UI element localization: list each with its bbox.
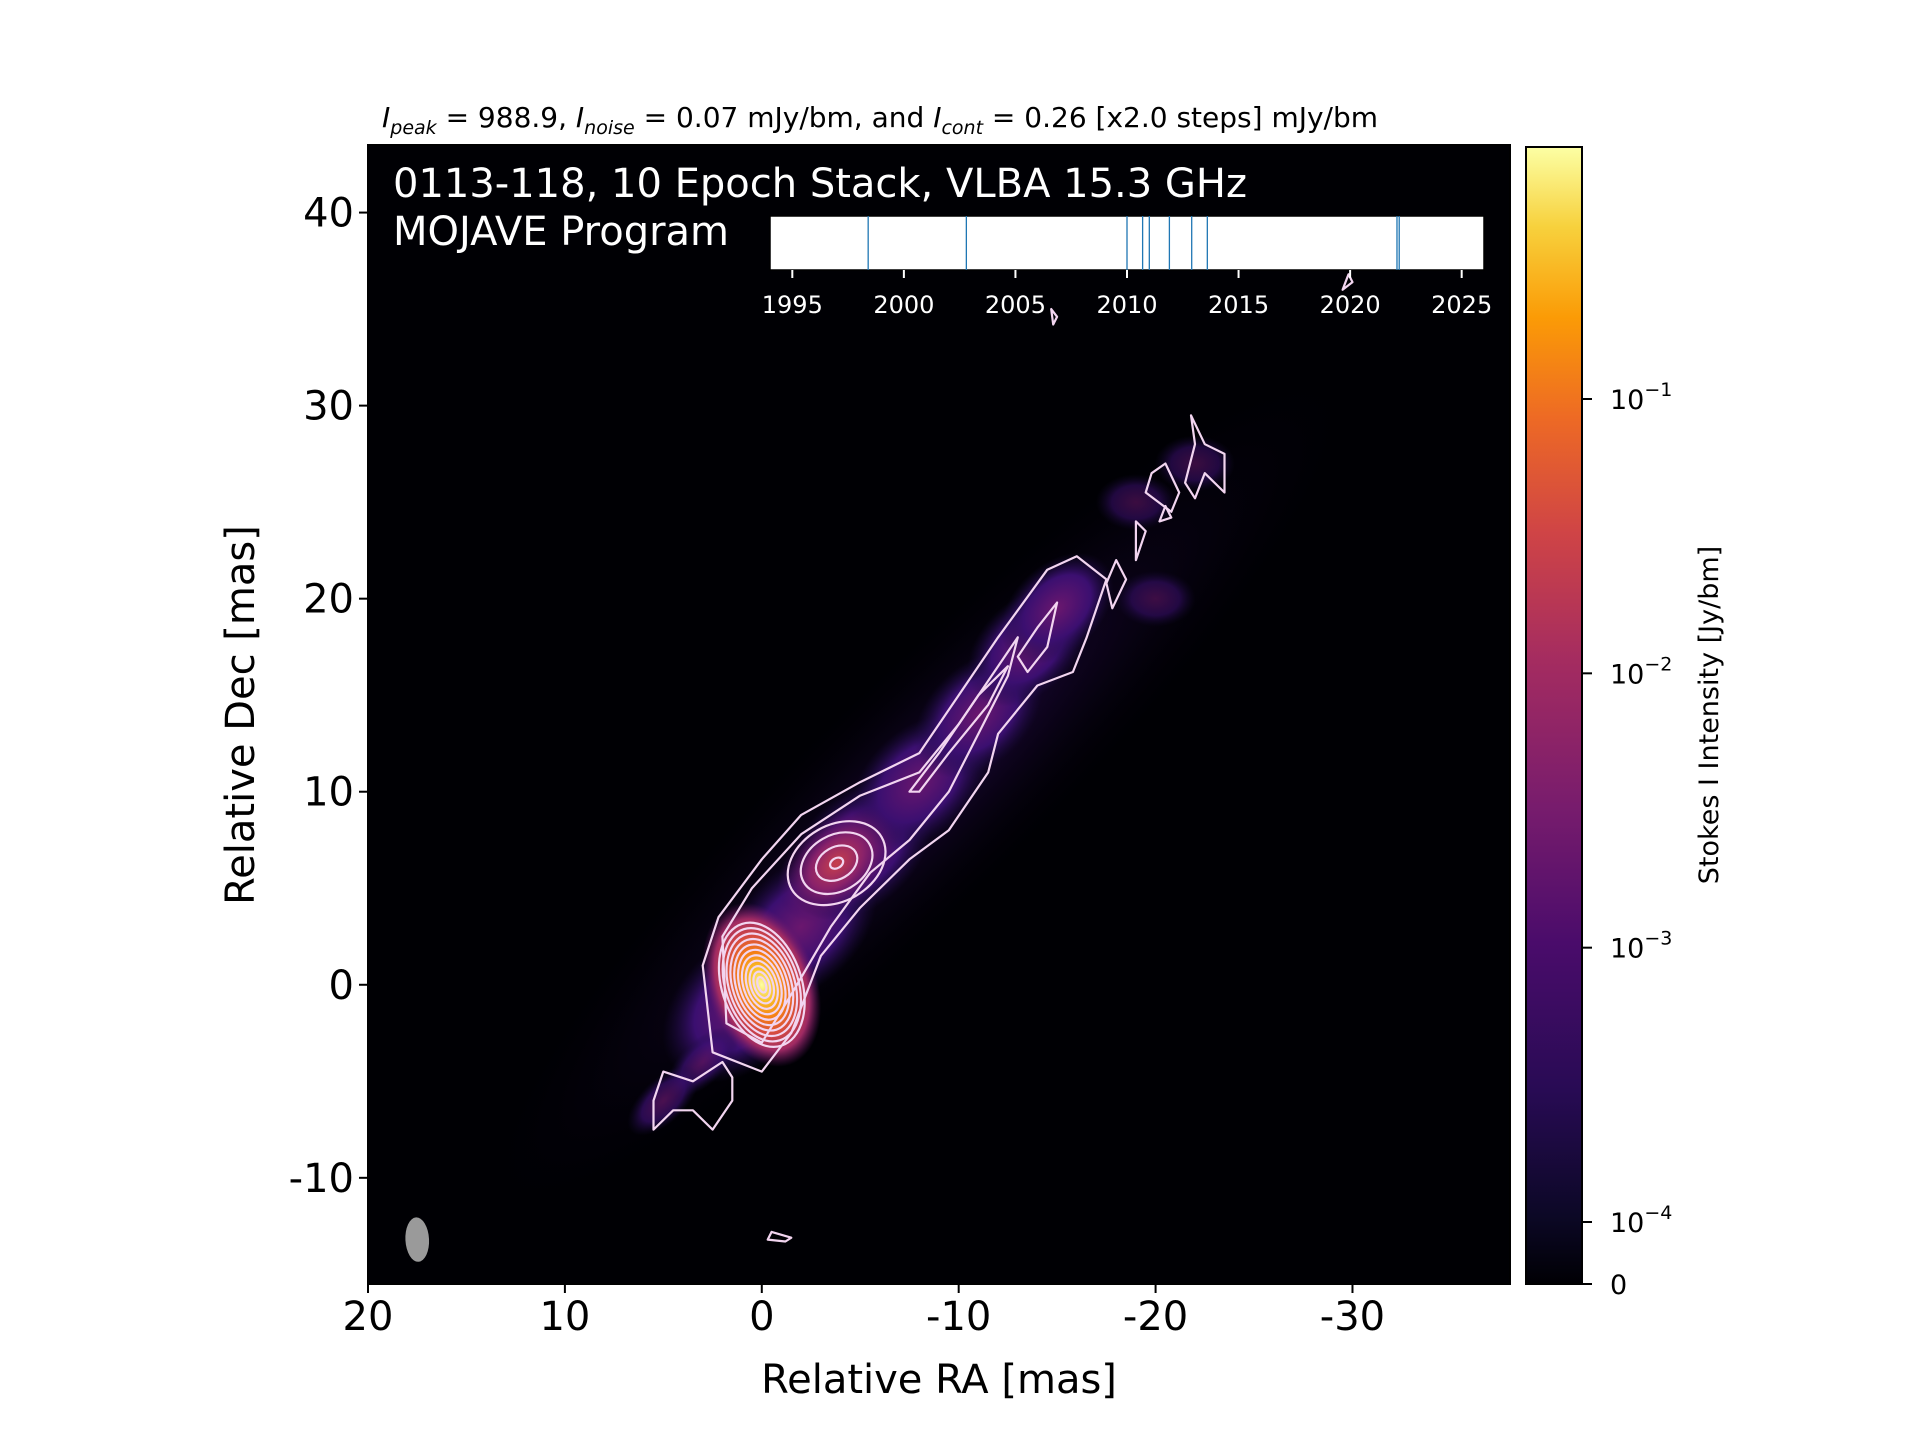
header-text: Ipeak = 988.9, Inoise = 0.07 mJy/bm, and…	[382, 101, 1378, 139]
i-peak-value: = 988.9,	[437, 101, 576, 134]
x-tick-label: -30	[1320, 1294, 1385, 1340]
y-axis-ticks: 40 30 20 10 0 -10	[289, 191, 368, 1202]
timeline-tick-label: 1995	[762, 291, 823, 319]
timeline-tick-label: 2010	[1096, 291, 1157, 319]
jet-envelope-contour	[701, 555, 1108, 1073]
beam-shape	[405, 1217, 430, 1262]
core-contour	[725, 932, 799, 1038]
contour-lines	[652, 273, 1354, 1243]
core-contour	[748, 965, 776, 1005]
knot-emission	[777, 804, 896, 922]
i-cont-symbol: I	[933, 101, 941, 134]
i-peak-sub: peak	[389, 117, 437, 139]
outer-island-contour	[1184, 414, 1226, 500]
core-contour	[740, 954, 783, 1016]
x-tick-label: 20	[343, 1294, 394, 1340]
core-contour	[729, 937, 795, 1032]
image-panel	[367, 144, 1511, 1285]
timeline-tick-label: 2005	[985, 291, 1046, 319]
timeline-tick-label: 2000	[873, 291, 934, 319]
y-tick-label: 0	[329, 963, 354, 1009]
i-noise-value: = 0.07 mJy/bm, and	[635, 101, 933, 134]
colorbar-tick-label: 0	[1610, 1270, 1627, 1301]
x-axis-label: Relative RA [mas]	[761, 1357, 1117, 1403]
timeline-tick-label: 2020	[1320, 291, 1381, 319]
epoch-lines	[867, 216, 1400, 270]
i-noise-symbol: I	[576, 101, 584, 134]
colorbar-tick-label: 10−4	[1610, 1202, 1672, 1239]
core-contour	[744, 959, 779, 1010]
timeline-tick-label: 2025	[1431, 291, 1492, 319]
x-tick-label: 0	[749, 1294, 774, 1340]
y-tick-label: 20	[303, 577, 354, 623]
outer-emission	[1095, 474, 1176, 531]
colorbar-gradient	[1525, 146, 1583, 1285]
jet-inner-contour	[908, 665, 1009, 793]
outer-island-contour	[1341, 273, 1354, 291]
jet-knot-contour	[1016, 601, 1059, 674]
colorbar-ticks: 10−1 10−2 10−3 10−4 0	[1582, 379, 1672, 1301]
x-axis-ticks: 20 10 0 -10 -20 -30	[343, 1284, 1385, 1340]
colorbar-tick-label: 10−3	[1610, 928, 1672, 965]
noise-contour	[766, 1230, 793, 1243]
i-peak-symbol: I	[382, 101, 390, 134]
outer-island-contour	[1134, 520, 1147, 562]
colorbar: 10−1 10−2 10−3 10−4 0 Stokes I Intensity [Jy…	[1525, 146, 1725, 1301]
x-tick-label: -10	[926, 1294, 991, 1340]
outer-island-contour	[1050, 308, 1059, 326]
plot-frame	[367, 144, 1511, 1285]
outer-island-contour	[1105, 559, 1128, 610]
y-tick-label: 40	[303, 191, 354, 237]
y-tick-label: 30	[303, 384, 354, 430]
core-contour	[721, 927, 802, 1043]
i-cont-sub: cont	[941, 117, 984, 139]
overlay-title-line2: MOJAVE Program	[393, 209, 729, 255]
core-contour	[752, 970, 772, 1000]
core-contour	[736, 948, 787, 1021]
counterjet-emission	[627, 1065, 700, 1136]
knot-contour	[814, 844, 859, 882]
knot-contour	[786, 820, 887, 907]
i-cont-value: = 0.26 [x2.0 steps] mJy/bm	[983, 101, 1378, 134]
outer-island-contour	[1158, 504, 1173, 523]
y-tick-label: -10	[289, 1156, 354, 1202]
epoch-timeline: 1995 2000 2005 2010 2015 2020 2025	[762, 215, 1492, 319]
timeline-tick-label: 2015	[1208, 291, 1269, 319]
jet-inner-contour	[721, 636, 1019, 1044]
colorbar-tick-label: 10−1	[1610, 379, 1672, 416]
core-contour	[756, 975, 768, 994]
knot-contour	[828, 856, 845, 870]
counterjet-contour	[652, 1060, 734, 1131]
y-tick-label: 10	[303, 770, 354, 816]
beam-ellipse	[405, 1217, 430, 1262]
x-tick-label: 10	[539, 1294, 590, 1340]
y-axis-label: Relative Dec [mas]	[218, 525, 264, 905]
timeline-ticks: 1995 2000 2005 2010 2015 2020 2025	[762, 270, 1492, 319]
i-noise-sub: noise	[584, 117, 635, 139]
knot-contour	[799, 831, 874, 896]
colorbar-label: Stokes I Intensity [Jy/bm]	[1694, 546, 1725, 884]
core-contour	[733, 943, 791, 1027]
outer-emission	[1115, 570, 1196, 627]
jet-emission	[1000, 552, 1114, 665]
x-tick-label: -20	[1123, 1294, 1188, 1340]
colorbar-tick-label: 10−2	[1610, 653, 1672, 690]
overlay-title-line1: 0113-118, 10 Epoch Stack, VLBA 15.3 GHz	[393, 161, 1247, 207]
